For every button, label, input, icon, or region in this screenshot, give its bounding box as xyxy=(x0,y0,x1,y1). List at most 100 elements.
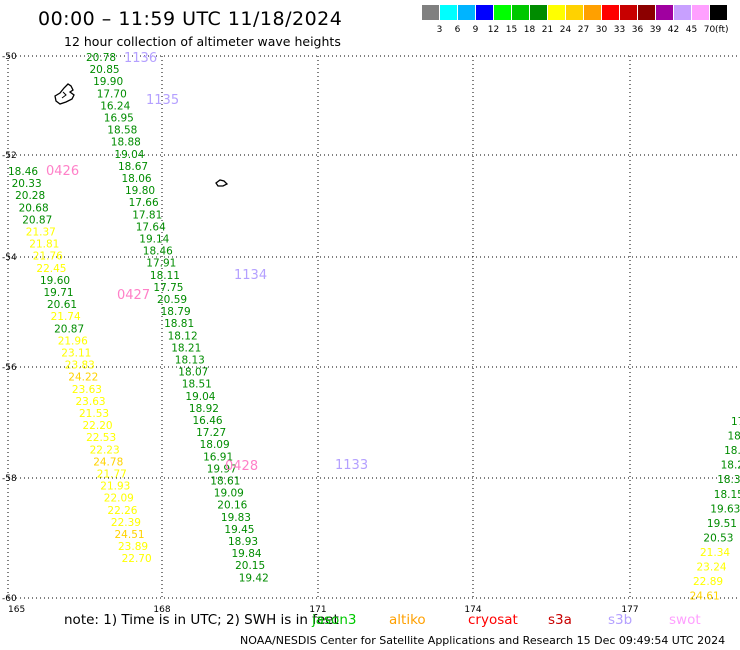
wave-height-value: 18.81 xyxy=(164,318,194,330)
track-id-label: 1135 xyxy=(146,93,179,108)
wave-height-value: 24.61 xyxy=(690,591,720,603)
wave-height-value: 20.15 xyxy=(235,560,265,572)
satellite-s3a: s3a xyxy=(548,612,572,628)
wave-height-value: 20.85 xyxy=(90,64,120,76)
islands xyxy=(54,83,229,187)
wave-height-value: 19.83 xyxy=(221,512,251,524)
scale-swatch xyxy=(458,5,475,20)
scale-label: 36 xyxy=(631,25,644,35)
latitude-label: -50 xyxy=(2,52,17,62)
wave-height-value: 17.91 xyxy=(146,258,176,270)
wave-height-value: 18.11 xyxy=(150,270,180,282)
scale-swatch xyxy=(692,5,709,20)
scale-label: 30 xyxy=(595,25,608,35)
wave-height-value: 19.04 xyxy=(185,391,215,403)
wave-height-value: 18.21 xyxy=(171,342,201,354)
scale-unit: (ft) xyxy=(715,25,729,35)
wave-height-value: 21.34 xyxy=(700,547,730,559)
scale-label: 39 xyxy=(649,25,662,35)
wave-height-value: 18.13 xyxy=(175,355,205,367)
latitude-label: -54 xyxy=(2,253,17,263)
scale-label: 24 xyxy=(559,25,572,35)
scale-swatch xyxy=(620,5,637,20)
wave-height-value: 20.59 xyxy=(157,294,187,306)
wave-height-value: 22.09 xyxy=(104,493,134,505)
wave-height-value: 18.92 xyxy=(189,403,219,415)
wave-height-value: 18.61 xyxy=(210,476,240,488)
wave-height-value: 16.91 xyxy=(203,451,233,463)
footer-note: note: 1) Time is in UTC; 2) SWH is in fe… xyxy=(64,612,339,628)
auckland-island-detail xyxy=(61,91,67,99)
wave-height-value: 20.33 xyxy=(12,178,42,190)
wave-height-value: 17.27 xyxy=(196,427,226,439)
wave-height-value: 18.15 xyxy=(714,489,740,501)
scale-label: 12 xyxy=(487,25,500,35)
wave-height-value: 22.20 xyxy=(83,420,113,432)
wave-height-value: 19.51 xyxy=(707,518,737,530)
wave-height-value: 18.51 xyxy=(182,379,212,391)
wave-height-value: 18.93 xyxy=(228,536,258,548)
wave-height-value: 17.70 xyxy=(97,88,127,100)
wave-height-value: 18 xyxy=(728,431,740,443)
scale-label: 3 xyxy=(436,25,443,35)
wave-height-value: 18.67 xyxy=(118,161,148,173)
wave-height-value: 21.96 xyxy=(58,335,88,347)
wave-height-value: 16.95 xyxy=(104,113,134,125)
wave-height-value: 20.53 xyxy=(703,532,733,544)
wave-height-value: 20.87 xyxy=(54,323,84,335)
scale-swatch xyxy=(584,5,601,20)
scale-swatch xyxy=(494,5,511,20)
longitude-label: 177 xyxy=(621,605,638,615)
wave-height-value: 21.93 xyxy=(100,481,130,493)
wave-height-value: 21.37 xyxy=(26,227,56,239)
wave-height-value: 22.89 xyxy=(693,576,723,588)
wave-height-value: 22.39 xyxy=(111,517,141,529)
campbell-island xyxy=(215,179,229,187)
scale-label: 27 xyxy=(577,25,590,35)
scale-label: 33 xyxy=(613,25,626,35)
track-id-label: 1136 xyxy=(124,51,157,66)
scale-swatch xyxy=(638,5,655,20)
latitude-label: -56 xyxy=(2,363,17,373)
wave-height-value: 17 xyxy=(731,416,740,428)
wave-height-value: 18.46 xyxy=(8,166,38,178)
wave-height-value: 23.63 xyxy=(76,396,106,408)
wave-height-value: 19.14 xyxy=(139,234,169,246)
scale-label: 18 xyxy=(523,25,536,35)
wave-height-value: 18.22 xyxy=(721,460,740,472)
scale-swatch xyxy=(674,5,691,20)
wave-height-value: 24.51 xyxy=(115,529,145,541)
track-id-labels: 1136 1135 0426 0427 1134 0428 1133 xyxy=(46,51,368,474)
scale-swatch xyxy=(440,5,457,20)
wave-height-value: 22.70 xyxy=(122,553,152,565)
wave-height-value: 19.90 xyxy=(93,76,123,88)
track-id-label: 0426 xyxy=(46,164,79,179)
longitude-label: 165 xyxy=(8,605,25,615)
wave-height-value: 21.76 xyxy=(33,251,63,263)
wave-height-value: 22.26 xyxy=(107,505,137,517)
wave-height-value: 18.46 xyxy=(143,246,173,258)
wave-height-value: 19.71 xyxy=(44,287,74,299)
wave-height-value: 16.46 xyxy=(193,415,223,427)
wave-height-value: 21.53 xyxy=(79,408,109,420)
longitude-label: 171 xyxy=(309,605,326,615)
scale-swatch xyxy=(566,5,583,20)
wave-height-value: 22.23 xyxy=(90,444,120,456)
wave-height-value: 18.88 xyxy=(111,137,141,149)
scale-swatch xyxy=(512,5,529,20)
wave-height-value: 21.77 xyxy=(97,469,127,481)
wave-height-value: 23.83 xyxy=(65,360,95,372)
chart-title: 00:00 – 11:59 UTC 11/18/2024 xyxy=(38,8,343,30)
wave-height-value: 17.66 xyxy=(129,197,159,209)
longitude-label: 174 xyxy=(464,605,481,615)
wave-height-value: 20.68 xyxy=(19,202,49,214)
wave-height-value: 18.3 xyxy=(724,445,740,457)
longitude-label: 168 xyxy=(153,605,170,615)
wave-height-value: 18.09 xyxy=(200,439,230,451)
wave-height-value: 19.09 xyxy=(214,488,244,500)
wave-height-value: 20.16 xyxy=(217,500,247,512)
scale-swatch xyxy=(530,5,547,20)
latitude-label: -58 xyxy=(2,474,17,484)
